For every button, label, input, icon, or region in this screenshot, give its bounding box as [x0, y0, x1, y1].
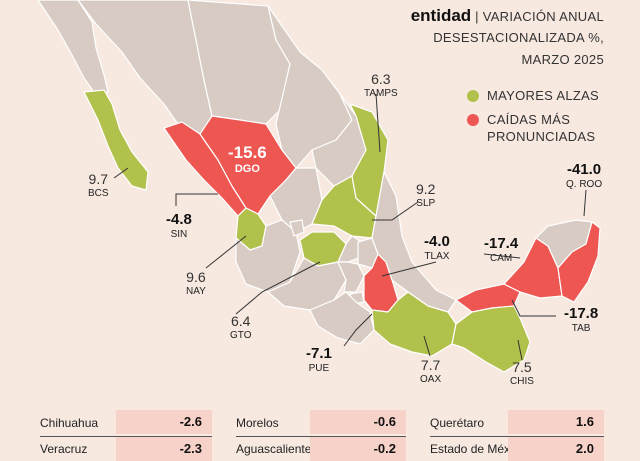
- map-title-line: entidad | VARIACIÓN ANUAL: [411, 6, 604, 26]
- label-nay-value: 9.6: [186, 269, 206, 285]
- subtitle-line-2: DESESTACIONALIZADA %,: [433, 30, 604, 45]
- table-state-name: Veracruz: [40, 442, 88, 456]
- state-bc[interactable]: [37, 0, 109, 96]
- table-state-value: -0.2: [310, 437, 406, 461]
- table-state-name: Querétaro: [430, 416, 485, 430]
- label-dgo: -15.6 DGO: [228, 144, 267, 175]
- label-chis-code: CHIS: [510, 375, 534, 387]
- table-state-name: Chihuahua: [40, 416, 99, 430]
- state-chis[interactable]: [451, 305, 531, 373]
- label-sin: -4.8 SIN: [166, 212, 192, 240]
- subtitle-line-3: MARZO 2025: [521, 52, 604, 67]
- subtitle-line-1: VARIACIÓN ANUAL: [482, 9, 604, 24]
- legend-item-down: CAÍDAS MÁS PRONUNCIADAS: [467, 112, 595, 144]
- label-bcs-value: 9.7: [88, 171, 109, 187]
- label-tlax-value: -4.0: [424, 233, 450, 250]
- state-qroo[interactable]: [557, 221, 601, 303]
- label-tamps-code: TAMPS: [364, 87, 398, 99]
- label-cam-value: -17.4: [484, 235, 519, 252]
- label-chis: 7.5 CHIS: [510, 360, 534, 387]
- table-state-value: 2.0: [508, 437, 604, 461]
- label-tamps: 6.3 TAMPS: [364, 72, 398, 99]
- label-oax-value: 7.7: [420, 357, 441, 373]
- label-tamps-value: 6.3: [371, 71, 391, 87]
- label-cam-code: CAM: [489, 252, 513, 264]
- map-title: entidad: [410, 6, 472, 25]
- label-nay-code: NAY: [186, 285, 206, 297]
- state-bcs[interactable]: [83, 89, 149, 191]
- mexico-map: [37, 0, 601, 373]
- legend-swatch-up: [467, 90, 479, 102]
- table-state-name: Morelos: [236, 416, 279, 430]
- table-row-divider: [40, 436, 212, 437]
- label-pue-value: -7.1: [306, 345, 332, 362]
- label-chis-value: 7.5: [512, 359, 532, 375]
- label-tab-code: TAB: [571, 322, 591, 334]
- label-tlax-code: TLAX: [424, 250, 450, 262]
- label-tlax: -4.0 TLAX: [424, 234, 450, 262]
- label-qroo: -41.0 Q. ROO: [566, 162, 602, 190]
- label-slp: 9.2 SLP: [416, 182, 435, 209]
- label-cam: -17.4 CAM: [484, 236, 518, 264]
- state-jal[interactable]: [235, 219, 301, 293]
- label-nay: 9.6 NAY: [186, 270, 206, 297]
- label-dgo-value: -15.6: [228, 143, 267, 162]
- state-values-table: Chihuahua -2.6 Veracruz -2.3 Morelos -0.…: [0, 406, 640, 461]
- table-state-name: Aguascalientes: [236, 442, 318, 456]
- table-row-divider: [430, 436, 604, 437]
- label-slp-value: 9.2: [416, 181, 436, 197]
- table-state-value: -2.3: [116, 437, 212, 461]
- legend-label-down-2: PRONUNCIADAS: [487, 129, 596, 144]
- table-state-value: 1.6: [508, 410, 604, 434]
- state-mex[interactable]: [337, 261, 365, 293]
- label-bcs-code: BCS: [88, 187, 109, 199]
- table-row-divider: [236, 436, 406, 437]
- label-oax-code: OAX: [420, 373, 442, 385]
- label-tab: -17.8 TAB: [564, 306, 598, 334]
- label-gto-code: GTO: [230, 329, 252, 341]
- state-gro[interactable]: [309, 291, 375, 345]
- legend-label-down-1: CAÍDAS MÁS: [487, 112, 571, 127]
- label-oax: 7.7 OAX: [420, 358, 441, 385]
- label-pue: -7.1 PUE: [306, 346, 332, 374]
- label-gto: 6.4 GTO: [230, 314, 251, 341]
- label-bcs: 9.7 BCS: [88, 172, 109, 199]
- state-ags[interactable]: [289, 219, 305, 237]
- legend-item-up: MAYORES ALZAS: [467, 88, 599, 103]
- table-state-value: -0.6: [310, 410, 406, 434]
- table-state-value: -2.6: [116, 410, 212, 434]
- legend-swatch-down: [467, 114, 479, 126]
- label-slp-code: SLP: [416, 197, 436, 209]
- label-dgo-code: DGO: [234, 162, 260, 175]
- label-sin-code: SIN: [170, 228, 188, 240]
- label-pue-code: PUE: [308, 362, 330, 374]
- label-qroo-value: -41.0: [566, 161, 602, 178]
- title-separator: |: [475, 9, 479, 24]
- label-sin-value: -4.8: [166, 211, 192, 228]
- legend-label-up: MAYORES ALZAS: [487, 88, 600, 103]
- label-tab-value: -17.8: [564, 305, 599, 322]
- label-qroo-code: Q. ROO: [566, 178, 603, 190]
- label-gto-value: 6.4: [231, 313, 251, 329]
